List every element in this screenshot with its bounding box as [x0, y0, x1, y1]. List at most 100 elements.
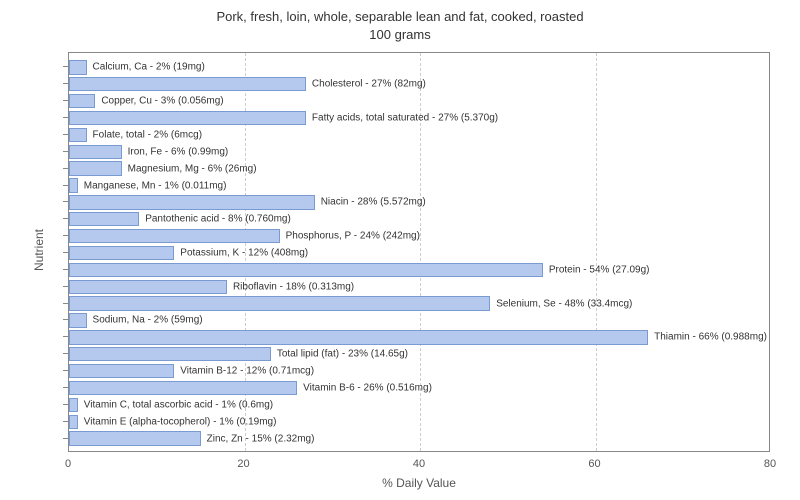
y-tick: [63, 286, 68, 287]
bar-row: Pantothenic acid - 8% (0.760mg): [69, 212, 769, 226]
bar: [69, 347, 271, 361]
bar-label: Copper, Cu - 3% (0.056mg): [101, 96, 223, 107]
bar: [69, 94, 95, 108]
y-tick: [63, 185, 68, 186]
y-tick: [63, 421, 68, 422]
bar-row: Sodium, Na - 2% (59mg): [69, 313, 769, 327]
y-tick: [63, 438, 68, 439]
bar-label: Folate, total - 2% (6mcg): [93, 129, 202, 140]
y-tick: [63, 66, 68, 67]
x-tick-label: 0: [65, 458, 71, 470]
bar-row: Protein - 54% (27.09g): [69, 263, 769, 277]
bar: [69, 263, 543, 277]
bar-row: Riboflavin - 18% (0.313mg): [69, 280, 769, 294]
bar: [69, 381, 297, 395]
bar-row: Magnesium, Mg - 6% (26mg): [69, 161, 769, 175]
bar: [69, 415, 78, 429]
x-tick-label: 60: [588, 458, 600, 470]
bar: [69, 111, 306, 125]
bar-row: Calcium, Ca - 2% (19mg): [69, 60, 769, 74]
bar: [69, 128, 87, 142]
bar: [69, 313, 87, 327]
x-tick-label: 20: [237, 458, 249, 470]
y-tick: [63, 353, 68, 354]
bar: [69, 330, 648, 344]
y-tick: [63, 252, 68, 253]
bar-label: Zinc, Zn - 15% (2.32mg): [207, 433, 315, 444]
y-tick: [63, 336, 68, 337]
bar-label: Iron, Fe - 6% (0.99mg): [128, 146, 229, 157]
bar: [69, 296, 490, 310]
y-tick: [63, 387, 68, 388]
bar-label: Vitamin B-12 - 12% (0.71mcg): [180, 366, 314, 377]
y-tick: [63, 235, 68, 236]
bar-row: Cholesterol - 27% (82mg): [69, 77, 769, 91]
y-tick: [63, 319, 68, 320]
bar: [69, 364, 174, 378]
x-tick-label: 80: [764, 458, 776, 470]
bar: [69, 280, 227, 294]
y-axis-label: Nutrient: [32, 229, 46, 271]
bar-row: Vitamin B-6 - 26% (0.516mg): [69, 381, 769, 395]
bar-label: Vitamin B-6 - 26% (0.516mg): [303, 382, 432, 393]
y-tick: [63, 168, 68, 169]
title-line-2: 100 grams: [369, 27, 430, 42]
y-tick: [63, 269, 68, 270]
x-tick-label: 40: [413, 458, 425, 470]
nutrient-chart: Pork, fresh, loin, whole, separable lean…: [0, 0, 800, 500]
bar-label: Potassium, K - 12% (408mg): [180, 247, 308, 258]
bar-row: Potassium, K - 12% (408mg): [69, 246, 769, 260]
bar-row: Thiamin - 66% (0.988mg): [69, 330, 769, 344]
y-tick: [63, 218, 68, 219]
bar-label: Magnesium, Mg - 6% (26mg): [128, 163, 257, 174]
bar-row: Iron, Fe - 6% (0.99mg): [69, 145, 769, 159]
bar-row: Folate, total - 2% (6mcg): [69, 128, 769, 142]
bar-row: Manganese, Mn - 1% (0.011mg): [69, 178, 769, 192]
title-line-1: Pork, fresh, loin, whole, separable lean…: [216, 9, 583, 24]
bar-label: Sodium, Na - 2% (59mg): [93, 315, 203, 326]
y-tick: [63, 151, 68, 152]
bar-row: Phosphorus, P - 24% (242mg): [69, 229, 769, 243]
bar-row: Fatty acids, total saturated - 27% (5.37…: [69, 111, 769, 125]
bar-label: Riboflavin - 18% (0.313mg): [233, 281, 354, 292]
bar-label: Vitamin C, total ascorbic acid - 1% (0.6…: [84, 399, 273, 410]
bar-label: Protein - 54% (27.09g): [549, 264, 650, 275]
bar: [69, 161, 122, 175]
y-tick: [63, 117, 68, 118]
bar-row: Selenium, Se - 48% (33.4mcg): [69, 296, 769, 310]
bar-row: Vitamin E (alpha-tocopherol) - 1% (0.19m…: [69, 415, 769, 429]
bar-label: Fatty acids, total saturated - 27% (5.37…: [312, 113, 498, 124]
bar: [69, 229, 280, 243]
bar-label: Pantothenic acid - 8% (0.760mg): [145, 214, 291, 225]
y-tick: [63, 100, 68, 101]
bar: [69, 60, 87, 74]
bar-label: Selenium, Se - 48% (33.4mcg): [496, 298, 632, 309]
bar-label: Thiamin - 66% (0.988mg): [654, 332, 767, 343]
bar-label: Phosphorus, P - 24% (242mg): [286, 231, 420, 242]
bar-label: Manganese, Mn - 1% (0.011mg): [84, 180, 227, 191]
bar-row: Vitamin C, total ascorbic acid - 1% (0.6…: [69, 398, 769, 412]
bar-row: Niacin - 28% (5.572mg): [69, 195, 769, 209]
y-tick: [63, 303, 68, 304]
bar-label: Cholesterol - 27% (82mg): [312, 79, 426, 90]
y-tick: [63, 404, 68, 405]
bar-row: Total lipid (fat) - 23% (14.65g): [69, 347, 769, 361]
bar: [69, 246, 174, 260]
chart-title: Pork, fresh, loin, whole, separable lean…: [0, 8, 800, 43]
bar-label: Calcium, Ca - 2% (19mg): [93, 62, 205, 73]
bar-label: Vitamin E (alpha-tocopherol) - 1% (0.19m…: [84, 416, 277, 427]
bar-row: Vitamin B-12 - 12% (0.71mcg): [69, 364, 769, 378]
bar-row: Zinc, Zn - 15% (2.32mg): [69, 431, 769, 445]
bar: [69, 212, 139, 226]
bar-label: Total lipid (fat) - 23% (14.65g): [277, 349, 408, 360]
bar: [69, 77, 306, 91]
x-axis-label: % Daily Value: [68, 476, 770, 490]
y-tick: [63, 370, 68, 371]
y-tick: [63, 201, 68, 202]
bar: [69, 178, 78, 192]
plot-area: Calcium, Ca - 2% (19mg) Cholesterol - 27%…: [68, 52, 770, 452]
bar: [69, 145, 122, 159]
bar: [69, 431, 201, 445]
bar-label: Niacin - 28% (5.572mg): [321, 197, 426, 208]
bar: [69, 398, 78, 412]
